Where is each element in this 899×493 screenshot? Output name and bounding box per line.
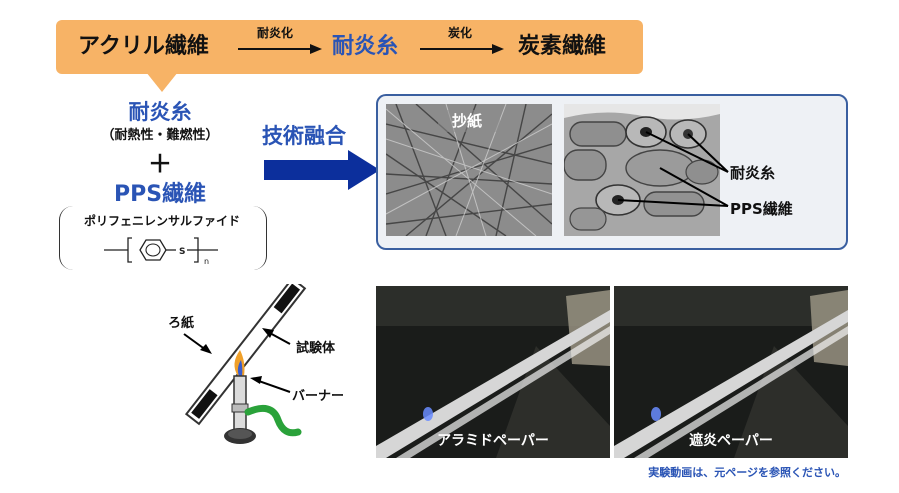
formula-sulfur: S — [179, 247, 185, 257]
tech-fusion-label: 技術融合 — [262, 124, 346, 148]
acrylic-fiber-label: アクリル繊維 — [78, 34, 209, 59]
process-banner-pointer — [146, 72, 178, 92]
flame-shield-paper-caption: 遮炎ペーパー — [689, 433, 773, 449]
pps-structural-formula: S n — [104, 237, 218, 266]
carbonization-step-label: 炭化 — [447, 26, 472, 40]
pps-structure-box — [59, 206, 267, 270]
process-arrow-2 — [420, 44, 504, 54]
oxidation-step-label: 耐炎化 — [256, 26, 293, 40]
oxidized-fiber-properties: （耐熱性・難燃性） — [101, 128, 219, 143]
plus-sign: ＋ — [148, 150, 172, 178]
pps-fiber-callout: PPS繊維 — [730, 200, 793, 218]
specimen-label: 試験体 — [296, 341, 336, 356]
fiber-pointer-lines — [617, 131, 729, 207]
aramid-paper-caption: アラミドペーパー — [437, 433, 549, 449]
formula-n: n — [204, 257, 209, 266]
aramid-paper-photo: アラミドペーパー — [376, 286, 610, 458]
pps-full-name: ポリフェニレンサルファイド — [83, 214, 240, 228]
process-arrow-1 — [238, 44, 322, 54]
burner-label: バーナー — [292, 389, 345, 404]
process-banner — [56, 20, 643, 74]
paper-sem-image — [386, 104, 552, 236]
filter-paper-label: ろ紙 — [168, 316, 195, 331]
flame-shield-paper-photo: 遮炎ペーパー — [614, 286, 848, 458]
aramid-paper-scene — [376, 286, 610, 458]
pps-fiber-heading: PPS繊維 — [113, 182, 207, 207]
flame-shield-paper-scene — [614, 286, 848, 458]
oxidized-fiber-callout: 耐炎糸 — [730, 164, 776, 182]
paper-image-label: 抄紙 — [452, 112, 483, 130]
oxidized-fiber-heading: 耐炎糸 — [128, 100, 192, 124]
burner-test-illustration — [183, 284, 307, 444]
carbon-fiber-label: 炭素繊維 — [518, 34, 607, 59]
tech-fusion-arrow — [264, 150, 380, 190]
video-note: 実験動画は、元ページを参照ください。 — [648, 466, 846, 479]
oxidized-fiber-label: 耐炎糸 — [332, 34, 399, 59]
